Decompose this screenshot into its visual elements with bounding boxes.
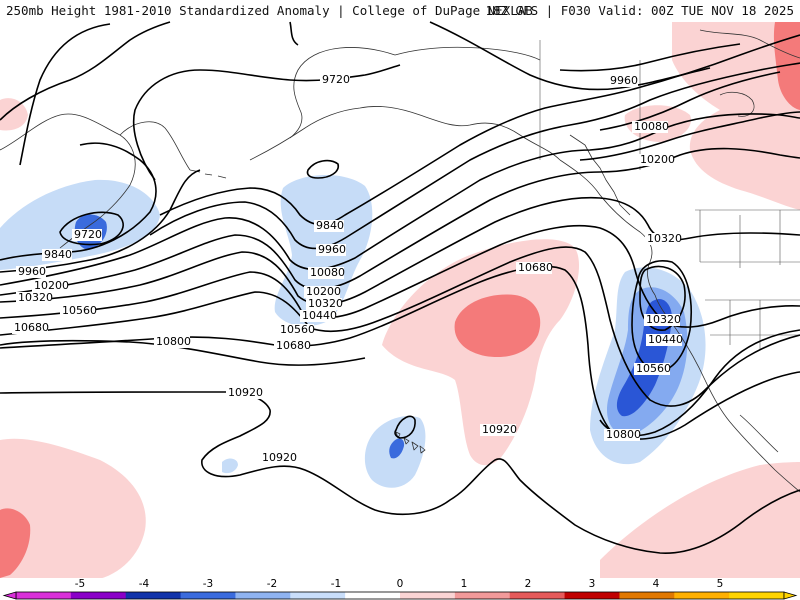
contour-10320-low: [639, 265, 686, 331]
colorbar-max-arrow: [783, 591, 798, 600]
contour-label: 10200: [306, 285, 341, 298]
colorbar: -5 -4 -3 -2 -1 0 1 2 3 4 5: [0, 578, 800, 600]
contour-10200-main: [0, 147, 800, 296]
colorbar-tick-label: -3: [203, 578, 213, 590]
contour-9720-bering: [59, 211, 124, 246]
colorbar-tick-label: -2: [267, 578, 277, 590]
contour-label: 10680: [276, 339, 311, 352]
contour-label: 10080: [634, 120, 669, 133]
colorbar-tick-label: 1: [461, 578, 468, 590]
contour-label: 10560: [62, 304, 97, 317]
colorbar-segment: [290, 592, 346, 599]
contour-label: 10680: [14, 321, 49, 334]
contour-label: 10560: [636, 362, 671, 375]
contour-label: 10680: [518, 261, 553, 274]
contour-label: 9840: [44, 248, 72, 261]
neg-anomaly-east-core: [616, 299, 672, 417]
contour-top-hook: [289, 21, 299, 46]
colorbar-min-arrow: [2, 591, 17, 600]
contour-label: 10440: [648, 333, 683, 346]
colorbar-tick-label: 3: [589, 578, 596, 590]
contour-label: 9960: [318, 243, 346, 256]
contour-label: 9960: [610, 74, 638, 87]
colorbar-tick-label: -1: [331, 578, 341, 590]
contour-goa-small: [306, 159, 340, 179]
neg-anomaly-hawaii-core: [389, 438, 405, 459]
contour-label: 10920: [482, 423, 517, 436]
pos-anomaly-ne-core: [773, 22, 800, 110]
contour-label: 10320: [18, 291, 53, 304]
colorbar-segment: [400, 592, 456, 599]
contour-label: 10920: [228, 386, 263, 399]
colorbar-segment: [509, 592, 566, 599]
contour-ne-ridge: [429, 21, 711, 91]
pos-anomaly-sw: [0, 438, 146, 580]
colorbar-segment: [70, 592, 127, 599]
neg-anomaly-tiny: [222, 458, 238, 474]
colorbar-tick-label: 4: [653, 578, 660, 590]
height-contours: [0, 21, 800, 554]
contour-label: 10080: [310, 266, 345, 279]
colorbar-segment: [619, 592, 675, 599]
contour-label: 10320: [647, 232, 682, 245]
contour-label: 10800: [606, 428, 641, 441]
colorbar-tick-label: 2: [525, 578, 532, 590]
contour-hawaii-low: [394, 415, 416, 439]
contour-label-group: 9720 9720 9840 9840 9960 9960 9960 10080…: [12, 73, 683, 464]
colorbar-segment: [674, 592, 730, 599]
contour-label: 9720: [322, 73, 350, 86]
contour-9960-main: [149, 62, 800, 250]
model-valid-time: 18Z GFS | F030 Valid: 00Z TUE NOV 18 202…: [485, 3, 794, 18]
contour-label: 10440: [302, 309, 337, 322]
map-title: 250mb Height 1981-2010 Standardized Anom…: [6, 3, 533, 18]
pos-anomaly-west: [0, 98, 28, 131]
contour-ne-9960: [559, 43, 741, 72]
contour-label: 10200: [34, 279, 69, 292]
contour-label: 9720: [74, 228, 102, 241]
colorbar-segment: [235, 592, 291, 599]
colorbar-tick-label: 0: [397, 578, 404, 590]
contour-9720-north: [0, 21, 171, 121]
colorbar-ticks: -5 -4 -3 -2 -1 0 1 2 3 4 5: [75, 578, 724, 590]
colorbar-tick-label: -4: [139, 578, 150, 590]
contour-10440-low: [631, 260, 692, 373]
colorbar-segment: [345, 592, 401, 599]
pos-anomaly-se: [600, 462, 800, 580]
contour-label: 9960: [18, 265, 46, 278]
colorbar-tick-label: -5: [75, 578, 85, 590]
colorbar-tick-label: 5: [717, 578, 724, 590]
contour-label: 10200: [640, 153, 675, 166]
contour-label: 10560: [280, 323, 315, 336]
contour-10920-outer: [201, 391, 800, 554]
pos-anomaly-sw-core: [0, 508, 31, 578]
colorbar-segment: [729, 592, 785, 599]
contour-10680-main: [0, 265, 800, 440]
contour-north-loop: [19, 23, 111, 166]
colorbar-segment: [16, 592, 72, 599]
contour-10920-upper: [0, 391, 230, 394]
colorbar-segment: [454, 592, 511, 599]
pos-anomaly-ridge-core: [454, 294, 541, 358]
contour-label: 9840: [316, 219, 344, 232]
colorbar-segment: [180, 592, 236, 599]
contour-label: 10320: [308, 297, 343, 310]
contour-ne-10200: [579, 111, 800, 161]
contour-9720-upper: [132, 64, 401, 181]
colorbar-segments: [2, 591, 798, 600]
colorbar-segment: [125, 592, 182, 599]
contour-label: 10920: [262, 451, 297, 464]
contour-10560-main: [0, 246, 800, 407]
contour-10800-main: [0, 339, 366, 367]
contour-ne-10080: [599, 71, 781, 131]
contour-10080-main: [0, 113, 800, 286]
colorbar-segment: [564, 592, 620, 599]
contour-label: 10800: [156, 335, 191, 348]
contour-label: 10320: [646, 313, 681, 326]
